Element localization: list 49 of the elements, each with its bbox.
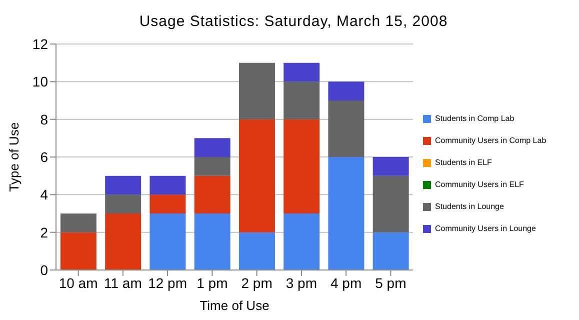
bar [60, 214, 96, 232]
x-tick-label: 2 pm [241, 274, 272, 291]
x-tick-label: 10 am [58, 274, 98, 291]
bar [194, 138, 230, 157]
y-axis-title: Type of Use [6, 122, 22, 192]
y-tick-label: 8 [40, 111, 48, 128]
y-tick-label: 12 [32, 36, 48, 52]
legend-label: Community Users in ELF [435, 180, 524, 189]
y-tick-label: 2 [40, 224, 48, 240]
bar [238, 62, 275, 120]
x-tick-label: 11 am [104, 274, 142, 291]
x-tick-label: 12 pm [148, 274, 188, 291]
bar [284, 119, 320, 214]
bar [238, 119, 275, 232]
bar [238, 232, 275, 270]
bar [284, 214, 320, 270]
legend-label: Community Users in Lounge [435, 224, 536, 233]
bar [372, 176, 409, 232]
legend-label: Community Users in Comp Lab [435, 136, 546, 145]
x-axis-title: Time of Use [200, 298, 270, 313]
x-tick-label: 1 pm [196, 274, 228, 291]
bar [105, 194, 142, 214]
bar [194, 176, 230, 214]
bar [150, 176, 186, 195]
y-tick-label: 4 [40, 186, 48, 203]
bar [372, 157, 409, 176]
bar [328, 100, 364, 157]
legend-label: Students in Lounge [435, 202, 504, 211]
y-tick-label: 10 [32, 74, 48, 90]
bar [150, 194, 186, 214]
bar [150, 214, 186, 270]
bar [194, 214, 230, 270]
bar [60, 232, 96, 270]
bar [328, 157, 364, 270]
y-tick-label: 6 [40, 148, 48, 165]
x-tick-label: 5 pm [375, 274, 406, 291]
bar [194, 157, 230, 176]
legend-label: Students in Comp Lab [435, 114, 514, 123]
legend-label: Students in ELF [435, 158, 492, 167]
y-tick-label: 0 [40, 262, 48, 278]
bar [105, 214, 142, 270]
bar [105, 176, 142, 195]
x-tick-label: 4 pm [330, 274, 362, 291]
chart-title: Usage Statistics: Saturday, March 15, 2008 [138, 12, 449, 32]
bar [284, 62, 320, 82]
bar [284, 82, 320, 120]
x-tick-label: 3 pm [286, 274, 317, 291]
bar [372, 232, 409, 270]
bar [328, 82, 364, 100]
